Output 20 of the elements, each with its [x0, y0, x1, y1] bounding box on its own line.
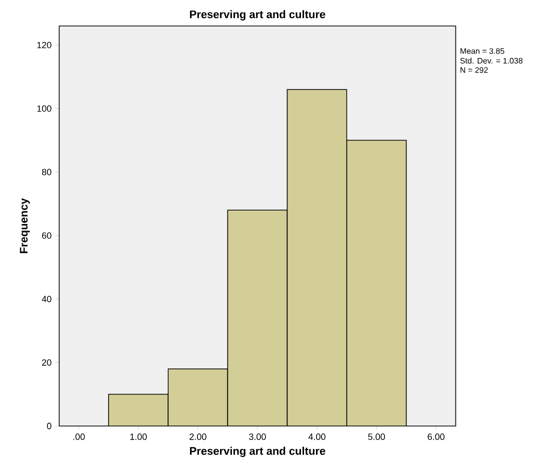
x-tick-label: 5.00 [368, 434, 385, 440]
y-tick-label: 120 [37, 42, 52, 48]
y-tick-label: 80 [42, 168, 52, 176]
x-tick-label: 3.00 [249, 434, 266, 440]
y-tick-label: 0 [47, 422, 52, 430]
text: Mean = 3.85 [460, 48, 504, 54]
text: N = 292 [460, 67, 488, 73]
y-tick-label: 100 [37, 105, 52, 112]
text: Std. Dev. = 1.038 [460, 58, 522, 64]
x-tick-label: .00 [73, 434, 85, 440]
x-tick-label: 4.00 [308, 434, 326, 440]
chart-title: Preserving art and culture [190, 10, 326, 20]
x-tick-label: 2.00 [190, 434, 206, 440]
x-tick-label: 6.00 [428, 434, 444, 440]
x-axis-title: Preserving art and culture [190, 446, 326, 458]
y-tick-label: 20 [42, 359, 52, 366]
y-axis-title: Frequency [20, 198, 30, 254]
y-tick-label: 40 [42, 296, 52, 302]
x-tick-label: 1.00 [130, 434, 147, 440]
y-tick-label: 60 [42, 232, 52, 239]
